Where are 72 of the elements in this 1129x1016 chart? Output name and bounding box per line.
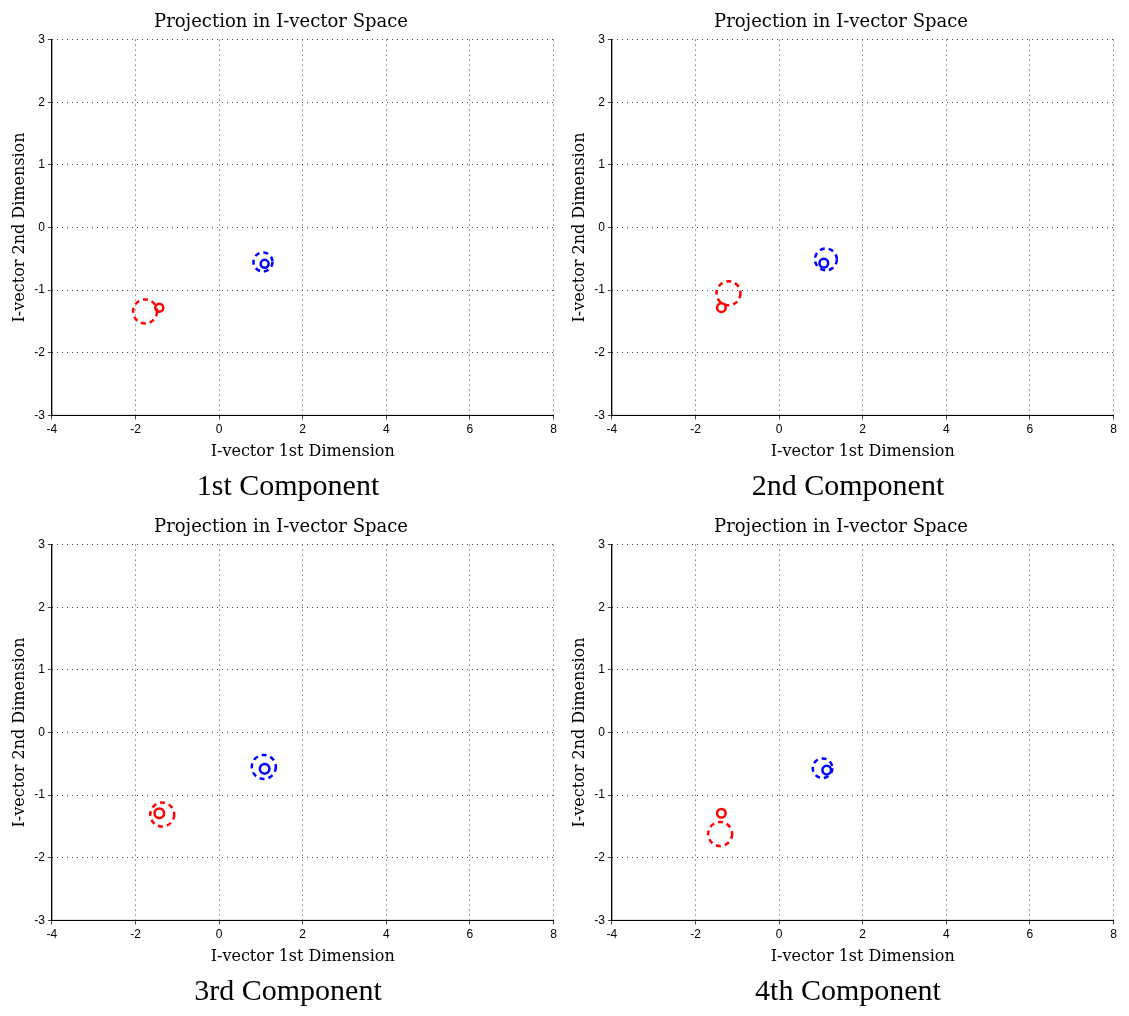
x-tick-label: 8 bbox=[1110, 421, 1118, 436]
y-tick-label: -1 bbox=[594, 787, 606, 802]
x-tick-label: 6 bbox=[466, 926, 474, 941]
y-tick-label: -3 bbox=[34, 407, 46, 422]
y-tick-label: 1 bbox=[598, 662, 606, 677]
x-tick-label: 4 bbox=[382, 421, 390, 436]
text: 4th Component bbox=[754, 972, 942, 1008]
text: 2nd Component bbox=[750, 467, 946, 503]
x-tick-label: -2 bbox=[130, 421, 142, 436]
x-tick-label: -4 bbox=[46, 421, 58, 436]
y-tick-label: -1 bbox=[34, 282, 46, 297]
text: 3rd Component bbox=[193, 972, 383, 1008]
y-tick-label: 3 bbox=[38, 536, 46, 551]
x-tick-label: 6 bbox=[466, 421, 474, 436]
x-tick-label: -2 bbox=[690, 421, 702, 436]
y-tick-label: 2 bbox=[38, 599, 46, 614]
y-tick-label: -2 bbox=[594, 850, 606, 865]
x-tick-label: 0 bbox=[215, 926, 223, 941]
chart-title: Projection in I-vector Space bbox=[714, 10, 968, 32]
y-tick-label: 2 bbox=[598, 599, 606, 614]
x-tick-label: 0 bbox=[775, 421, 783, 436]
x-tick-label: 4 bbox=[942, 926, 950, 941]
text: 1st Component bbox=[195, 467, 381, 503]
chart-title: Projection in I-vector Space bbox=[154, 10, 408, 32]
x-tick-label: 4 bbox=[942, 421, 950, 436]
x-tick-label: -2 bbox=[690, 926, 702, 941]
x-tick-label: 0 bbox=[215, 421, 223, 436]
chart-title: Projection in I-vector Space bbox=[154, 515, 408, 537]
y-tick-label: 1 bbox=[38, 662, 46, 677]
y-axis-title: I-vector 2nd Dimension bbox=[568, 132, 588, 323]
y-tick-label: 0 bbox=[598, 724, 606, 739]
x-tick-label: -4 bbox=[46, 926, 58, 941]
x-axis-title: I-vector 1st Dimension bbox=[770, 440, 955, 460]
y-tick-label: -1 bbox=[594, 282, 606, 297]
x-tick-label: -2 bbox=[130, 926, 142, 941]
y-tick-label: 1 bbox=[38, 157, 46, 172]
y-tick-label: 1 bbox=[598, 157, 606, 172]
y-axis-title: I-vector 2nd Dimension bbox=[8, 132, 28, 323]
x-tick-label: 2 bbox=[859, 926, 867, 941]
chart-title: Projection in I-vector Space bbox=[714, 515, 968, 537]
x-tick-label: 2 bbox=[859, 421, 867, 436]
x-axis-title: I-vector 1st Dimension bbox=[210, 440, 395, 460]
x-tick-label: 4 bbox=[382, 926, 390, 941]
x-tick-label: 8 bbox=[1110, 926, 1118, 941]
y-tick-label: 2 bbox=[598, 94, 606, 109]
x-axis-title: I-vector 1st Dimension bbox=[770, 945, 955, 965]
x-tick-label: -4 bbox=[606, 926, 618, 941]
y-tick-label: 0 bbox=[38, 219, 46, 234]
y-tick-label: 3 bbox=[598, 31, 606, 46]
x-tick-label: -4 bbox=[606, 421, 618, 436]
y-tick-label: -2 bbox=[34, 345, 46, 360]
y-tick-label: -3 bbox=[34, 912, 46, 927]
x-tick-label: 8 bbox=[550, 421, 558, 436]
y-tick-label: -1 bbox=[34, 787, 46, 802]
x-tick-label: 6 bbox=[1026, 926, 1034, 941]
x-tick-label: 0 bbox=[775, 926, 783, 941]
x-tick-label: 6 bbox=[1026, 421, 1034, 436]
y-tick-label: 0 bbox=[38, 724, 46, 739]
x-tick-label: 8 bbox=[550, 926, 558, 941]
x-tick-label: 2 bbox=[299, 926, 307, 941]
y-tick-label: -3 bbox=[594, 912, 606, 927]
y-tick-label: -3 bbox=[594, 407, 606, 422]
x-axis-title: I-vector 1st Dimension bbox=[210, 945, 395, 965]
x-tick-label: 2 bbox=[299, 421, 307, 436]
y-tick-label: 0 bbox=[598, 219, 606, 234]
y-tick-label: -2 bbox=[34, 850, 46, 865]
y-tick-label: -2 bbox=[594, 345, 606, 360]
y-tick-label: 3 bbox=[38, 31, 46, 46]
y-tick-label: 3 bbox=[598, 536, 606, 551]
y-tick-label: 2 bbox=[38, 94, 46, 109]
y-axis-title: I-vector 2nd Dimension bbox=[8, 637, 28, 828]
y-axis-title: I-vector 2nd Dimension bbox=[568, 637, 588, 828]
